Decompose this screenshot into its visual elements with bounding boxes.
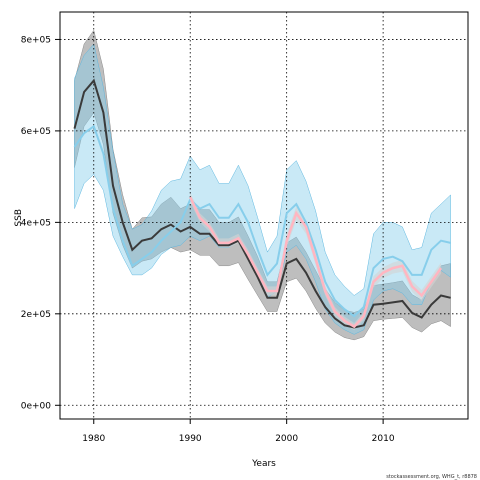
series-lines [73, 78, 451, 329]
band-dark [74, 29, 451, 341]
series-line-blue [73, 124, 451, 318]
footer-credit: stockassessment.org, WHG_t, r8878 [386, 474, 477, 480]
y-tick-label: 8e+05 [21, 35, 51, 45]
y-tick-label: 2e+05 [21, 310, 51, 320]
x-axis-title: Years [251, 459, 276, 469]
y-axis-title: SSB [14, 209, 24, 227]
plot-frame [59, 11, 469, 420]
y-tick-label: 6e+05 [21, 127, 51, 137]
y-tick-label: 4e+05 [21, 218, 51, 228]
series-line-pink [189, 196, 443, 329]
axis-ticks: 1980 1990 2000 2010 0e+00 2e+05 4e+05 6e+05 8e+0… [21, 35, 395, 444]
grid-lines [60, 12, 468, 419]
x-tick-label: 1980 [82, 434, 105, 444]
x-tick-label: 2000 [275, 434, 298, 444]
x-tick-label: 1990 [179, 434, 202, 444]
x-tick-label: 2010 [372, 434, 395, 444]
band-blue [74, 43, 451, 335]
y-tick-label: 0e+00 [21, 401, 52, 411]
series-line-dark [73, 78, 451, 329]
confidence-bands [74, 29, 451, 341]
